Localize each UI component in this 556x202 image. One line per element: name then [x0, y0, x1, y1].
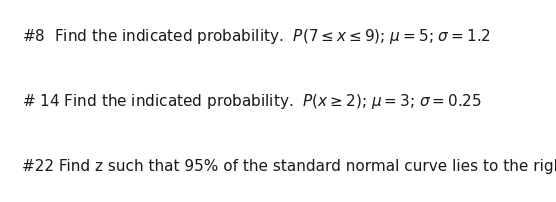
Text: #22 Find z such that 95% of the standard normal curve lies to the right of z.: #22 Find z such that 95% of the standard… [22, 158, 556, 173]
Text: # 14 Find the indicated probability.  $P(x \geq 2)$; $\mu = 3$; $\sigma = 0.25$: # 14 Find the indicated probability. $P(… [22, 92, 481, 110]
Text: #8  Find the indicated probability.  $P(7 \leq x \leq 9)$; $\mu = 5$; $\sigma = : #8 Find the indicated probability. $P(7 … [22, 27, 490, 46]
